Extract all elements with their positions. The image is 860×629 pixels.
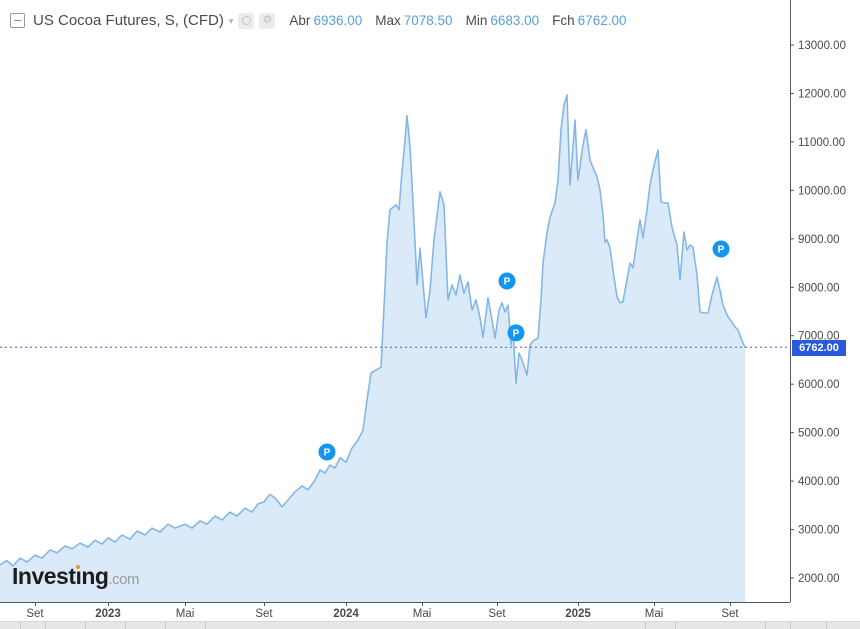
- logo-suffix-text: .com: [108, 571, 139, 588]
- collapse-icon[interactable]: [10, 13, 25, 28]
- y-axis-label: 4000.00: [798, 476, 840, 488]
- ohlc-stats: Abr 6936.00 Max 7078.50 Min 6683.00 Fch 6762…: [289, 13, 639, 28]
- stat-low: Min 6683.00: [466, 13, 540, 28]
- price-line-series: [0, 94, 746, 567]
- position-marker-label: P: [324, 448, 331, 459]
- position-marker-label: P: [504, 276, 511, 287]
- x-axis-label: Mai: [413, 608, 432, 620]
- scrollbar-tick: [20, 622, 21, 629]
- minus-glyph: [14, 20, 21, 21]
- scrollbar-tick: [826, 622, 827, 629]
- x-axis-label: 2025: [565, 608, 591, 620]
- scrollbar-tick: [205, 622, 206, 629]
- position-marker-label: P: [718, 244, 725, 255]
- y-axis-label: 10000.00: [798, 185, 846, 197]
- stat-high-value: 7078.50: [403, 13, 453, 28]
- chart-header: US Cocoa Futures, S, (CFD) ▾ ⚙ Abr 6936.0…: [10, 12, 639, 29]
- scrollbar-tick: [765, 622, 766, 629]
- y-axis-label: 2000.00: [798, 573, 840, 585]
- symbol-title[interactable]: US Cocoa Futures, S, (CFD): [33, 12, 224, 29]
- position-marker-label: P: [513, 328, 520, 339]
- settings-gear-icon[interactable]: ⚙: [259, 12, 276, 29]
- y-axis-label: 9000.00: [798, 234, 840, 246]
- scrollbar-tick: [675, 622, 676, 629]
- scrollbar-tick: [45, 622, 46, 629]
- y-axis-label: 5000.00: [798, 428, 840, 440]
- x-axis-label: Mai: [176, 608, 195, 620]
- snapshot-icon[interactable]: [238, 12, 255, 29]
- y-axis-label: 11000.00: [798, 137, 845, 149]
- stat-open-label: Abr: [289, 13, 311, 28]
- stat-open-value: 6936.00: [313, 13, 363, 28]
- x-axis-label: 2024: [333, 608, 359, 620]
- chevron-down-icon[interactable]: ▾: [228, 16, 234, 26]
- position-marker-icon[interactable]: [318, 443, 336, 461]
- stat-low-label: Min: [465, 13, 488, 28]
- scrollbar-tick: [125, 622, 126, 629]
- x-axis-label: 2023: [95, 608, 121, 620]
- stat-high: Max 7078.50: [375, 13, 452, 28]
- scrollbar-tick: [85, 622, 86, 629]
- bottom-scrollbar[interactable]: [0, 621, 860, 629]
- y-axis-label: 8000.00: [798, 282, 840, 294]
- scrollbar-tick: [790, 622, 791, 629]
- stat-close: Fch 6762.00: [552, 13, 626, 28]
- position-marker-icon[interactable]: [507, 324, 525, 342]
- x-axis-label: Set: [721, 608, 739, 620]
- last-price-badge: 6762.00: [792, 340, 846, 356]
- investing-watermark-logo: Investı ng.com: [12, 563, 139, 590]
- y-axis-label: 7000.00: [798, 331, 840, 343]
- stat-high-label: Max: [375, 13, 401, 28]
- x-axis-label: Set: [26, 608, 44, 620]
- position-marker-icon[interactable]: [498, 272, 516, 290]
- stat-close-value: 6762.00: [577, 13, 627, 28]
- y-axis-label: 6000.00: [798, 379, 840, 391]
- y-axis-label: 3000.00: [798, 525, 840, 537]
- scrollbar-tick: [165, 622, 166, 629]
- price-area-fill: [0, 94, 745, 603]
- x-axis-label: Set: [255, 608, 273, 620]
- stat-low-value: 6683.00: [490, 13, 540, 28]
- y-axis-label: 13000.00: [798, 40, 846, 52]
- x-axis-label: Mai: [645, 608, 664, 620]
- stat-open: Abr 6936.00: [289, 13, 362, 28]
- logo-brand-text: Investı ng.com: [12, 563, 139, 589]
- y-axis-label: 12000.00: [798, 88, 846, 100]
- scrollbar-tick: [645, 622, 646, 629]
- circle-glyph: [241, 16, 251, 25]
- position-marker-icon[interactable]: [712, 240, 730, 258]
- logo-orange-dot: [76, 565, 81, 569]
- x-axis-label: Set: [488, 608, 506, 620]
- stat-close-label: Fch: [552, 13, 575, 28]
